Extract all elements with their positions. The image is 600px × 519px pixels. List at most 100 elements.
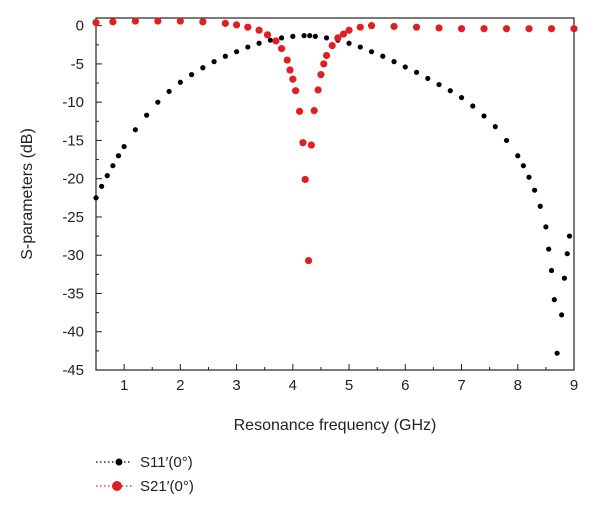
x-tick-label: 6 bbox=[401, 377, 409, 394]
data-point-s21 bbox=[480, 25, 488, 33]
data-point-s11 bbox=[177, 79, 183, 85]
legend-item-s11: S11′(0°) bbox=[96, 454, 193, 471]
data-point-s21 bbox=[317, 71, 325, 79]
data-point-s11 bbox=[515, 153, 521, 159]
series-s21 bbox=[92, 17, 578, 265]
data-point-s21 bbox=[435, 24, 443, 32]
data-point-s11 bbox=[166, 88, 172, 95]
data-point-s21 bbox=[339, 30, 348, 38]
data-point-s11 bbox=[548, 267, 555, 274]
y-tick-label: -20 bbox=[62, 171, 84, 188]
data-point-s11 bbox=[301, 33, 307, 39]
data-point-s11 bbox=[104, 173, 110, 179]
data-point-s21 bbox=[322, 51, 331, 60]
data-point-s11 bbox=[222, 53, 228, 59]
x-tick-label: 2 bbox=[176, 377, 184, 394]
data-point-s21 bbox=[525, 25, 533, 33]
data-point-s11 bbox=[391, 59, 397, 65]
data-point-s11 bbox=[115, 153, 122, 159]
data-point-s11 bbox=[211, 59, 217, 65]
data-point-s11 bbox=[537, 203, 543, 209]
data-point-s11 bbox=[189, 72, 195, 78]
data-point-s21 bbox=[547, 25, 556, 33]
data-point-s21 bbox=[334, 34, 342, 42]
legend-label-s21: S21′(0°) bbox=[140, 478, 194, 495]
y-tick-label: -10 bbox=[62, 94, 84, 111]
x-tick-label: 7 bbox=[457, 377, 465, 394]
data-point-s21 bbox=[131, 17, 139, 25]
data-point-s11 bbox=[561, 275, 568, 281]
data-layer bbox=[92, 17, 578, 356]
data-point-s11 bbox=[532, 187, 538, 193]
data-point-s21 bbox=[232, 21, 241, 29]
data-point-s11 bbox=[267, 37, 273, 43]
data-point-s21 bbox=[263, 31, 272, 39]
y-axis-label: S-parameters (dB) bbox=[19, 128, 36, 260]
data-point-s11 bbox=[256, 40, 262, 46]
x-axis-label: Resonance frequency (GHz) bbox=[234, 417, 437, 434]
data-point-s11 bbox=[546, 246, 552, 252]
data-point-s11 bbox=[526, 174, 532, 180]
data-point-s21 bbox=[286, 66, 294, 74]
data-point-s11 bbox=[323, 35, 330, 41]
x-tick-label: 1 bbox=[120, 377, 128, 394]
data-point-s21 bbox=[320, 60, 328, 68]
data-point-s21 bbox=[199, 18, 207, 26]
data-point-s11 bbox=[470, 103, 476, 109]
data-point-s11 bbox=[346, 40, 352, 46]
y-tick-label: -5 bbox=[71, 56, 84, 73]
data-point-s11 bbox=[447, 88, 453, 94]
data-point-s11 bbox=[543, 224, 549, 230]
data-point-s11 bbox=[200, 65, 206, 71]
legend: S11′(0°) S21′(0°) bbox=[96, 454, 194, 495]
data-point-s11 bbox=[402, 64, 408, 70]
data-point-s21 bbox=[457, 25, 466, 33]
x-tick-label: 8 bbox=[514, 377, 522, 394]
data-point-s11 bbox=[93, 195, 99, 201]
data-point-s11 bbox=[155, 99, 161, 105]
data-point-s11 bbox=[99, 183, 105, 189]
axis-ticks: 1 2 3 4 5 6 7 8 9 0 -5 -10 -15 -20 -25 -30 -35 -40 -45 bbox=[62, 18, 578, 394]
y-tick-label: -30 bbox=[62, 247, 84, 264]
data-point-s11 bbox=[121, 143, 127, 150]
data-point-s11 bbox=[245, 44, 251, 50]
data-point-s11 bbox=[520, 163, 526, 169]
data-point-s11 bbox=[425, 75, 431, 82]
data-point-s11 bbox=[559, 312, 565, 318]
y-tick-label: -40 bbox=[62, 324, 84, 341]
y-tick-label: 0 bbox=[76, 18, 84, 35]
data-point-s11 bbox=[436, 81, 442, 88]
data-point-s11 bbox=[564, 251, 570, 257]
data-point-s11 bbox=[290, 33, 296, 39]
data-point-s21 bbox=[570, 25, 578, 33]
data-point-s11 bbox=[357, 44, 363, 50]
data-point-s11 bbox=[551, 297, 557, 303]
data-point-s21 bbox=[367, 22, 376, 30]
data-point-s21 bbox=[314, 86, 322, 94]
data-point-s11 bbox=[458, 94, 465, 101]
data-point-s21 bbox=[307, 141, 315, 149]
data-point-s21 bbox=[272, 37, 280, 45]
data-point-s11 bbox=[312, 33, 318, 39]
x-tick-label: 3 bbox=[232, 377, 240, 394]
data-point-s11 bbox=[110, 163, 116, 169]
data-point-s21 bbox=[310, 106, 318, 115]
y-tick-label: -15 bbox=[62, 132, 84, 149]
data-point-s21 bbox=[109, 18, 117, 26]
data-point-s21 bbox=[345, 26, 353, 34]
legend-label-s11: S11′(0°) bbox=[140, 454, 193, 471]
x-tick-label: 4 bbox=[289, 377, 297, 394]
data-point-s11 bbox=[307, 33, 313, 39]
plot-area bbox=[95, 17, 575, 371]
data-point-s21 bbox=[295, 107, 304, 115]
series-s11 bbox=[93, 33, 573, 356]
data-point-s11 bbox=[380, 53, 386, 59]
data-point-s11 bbox=[233, 49, 240, 55]
data-point-s21 bbox=[292, 87, 300, 95]
y-tick-label: -25 bbox=[62, 209, 84, 226]
data-point-s21 bbox=[221, 19, 229, 27]
data-point-s21 bbox=[390, 22, 398, 31]
data-point-s21 bbox=[289, 75, 297, 83]
data-point-s21 bbox=[412, 23, 421, 31]
